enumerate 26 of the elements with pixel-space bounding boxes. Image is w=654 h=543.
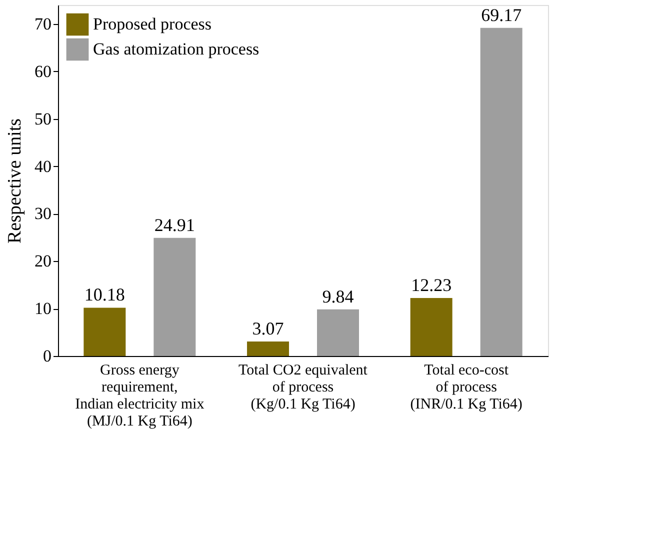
legend-label: Proposed process <box>93 14 212 34</box>
bar <box>480 28 522 356</box>
y-tick-label: 0 <box>43 346 52 366</box>
y-tick-label: 40 <box>34 156 52 176</box>
y-axis-title: Respective units <box>4 118 26 244</box>
y-tick-label: 20 <box>34 252 52 271</box>
x-tick-label: Gross energy requirement, Indian electricity mix (MJ/0.1 Kg Ti64) <box>75 362 205 430</box>
bar <box>317 309 359 356</box>
y-tick-label: 70 <box>34 14 52 34</box>
data-label: 9.84 <box>322 286 354 306</box>
legend-label: Gas atomization process <box>93 40 260 58</box>
bar <box>247 341 289 356</box>
data-label: 24.91 <box>154 214 195 235</box>
y-tick-label: 30 <box>34 204 52 224</box>
y-tick-label: 60 <box>34 62 52 81</box>
data-label: 10.18 <box>84 284 125 305</box>
data-label: 12.23 <box>411 274 452 295</box>
data-label: 69.17 <box>481 4 522 25</box>
bar <box>410 298 452 356</box>
x-tick-label: Total eco-cost of process (INR/0.1 Kg Ti64) <box>410 362 522 412</box>
x-tick-label: Total CO2 equivalent of process (Kg/0.1 Kg Ti64) <box>238 362 368 412</box>
bar <box>84 308 126 356</box>
y-tick-label: 50 <box>34 109 52 128</box>
data-label: 3.07 <box>252 318 284 338</box>
bar <box>154 238 196 356</box>
y-tick-label: 10 <box>34 299 52 318</box>
